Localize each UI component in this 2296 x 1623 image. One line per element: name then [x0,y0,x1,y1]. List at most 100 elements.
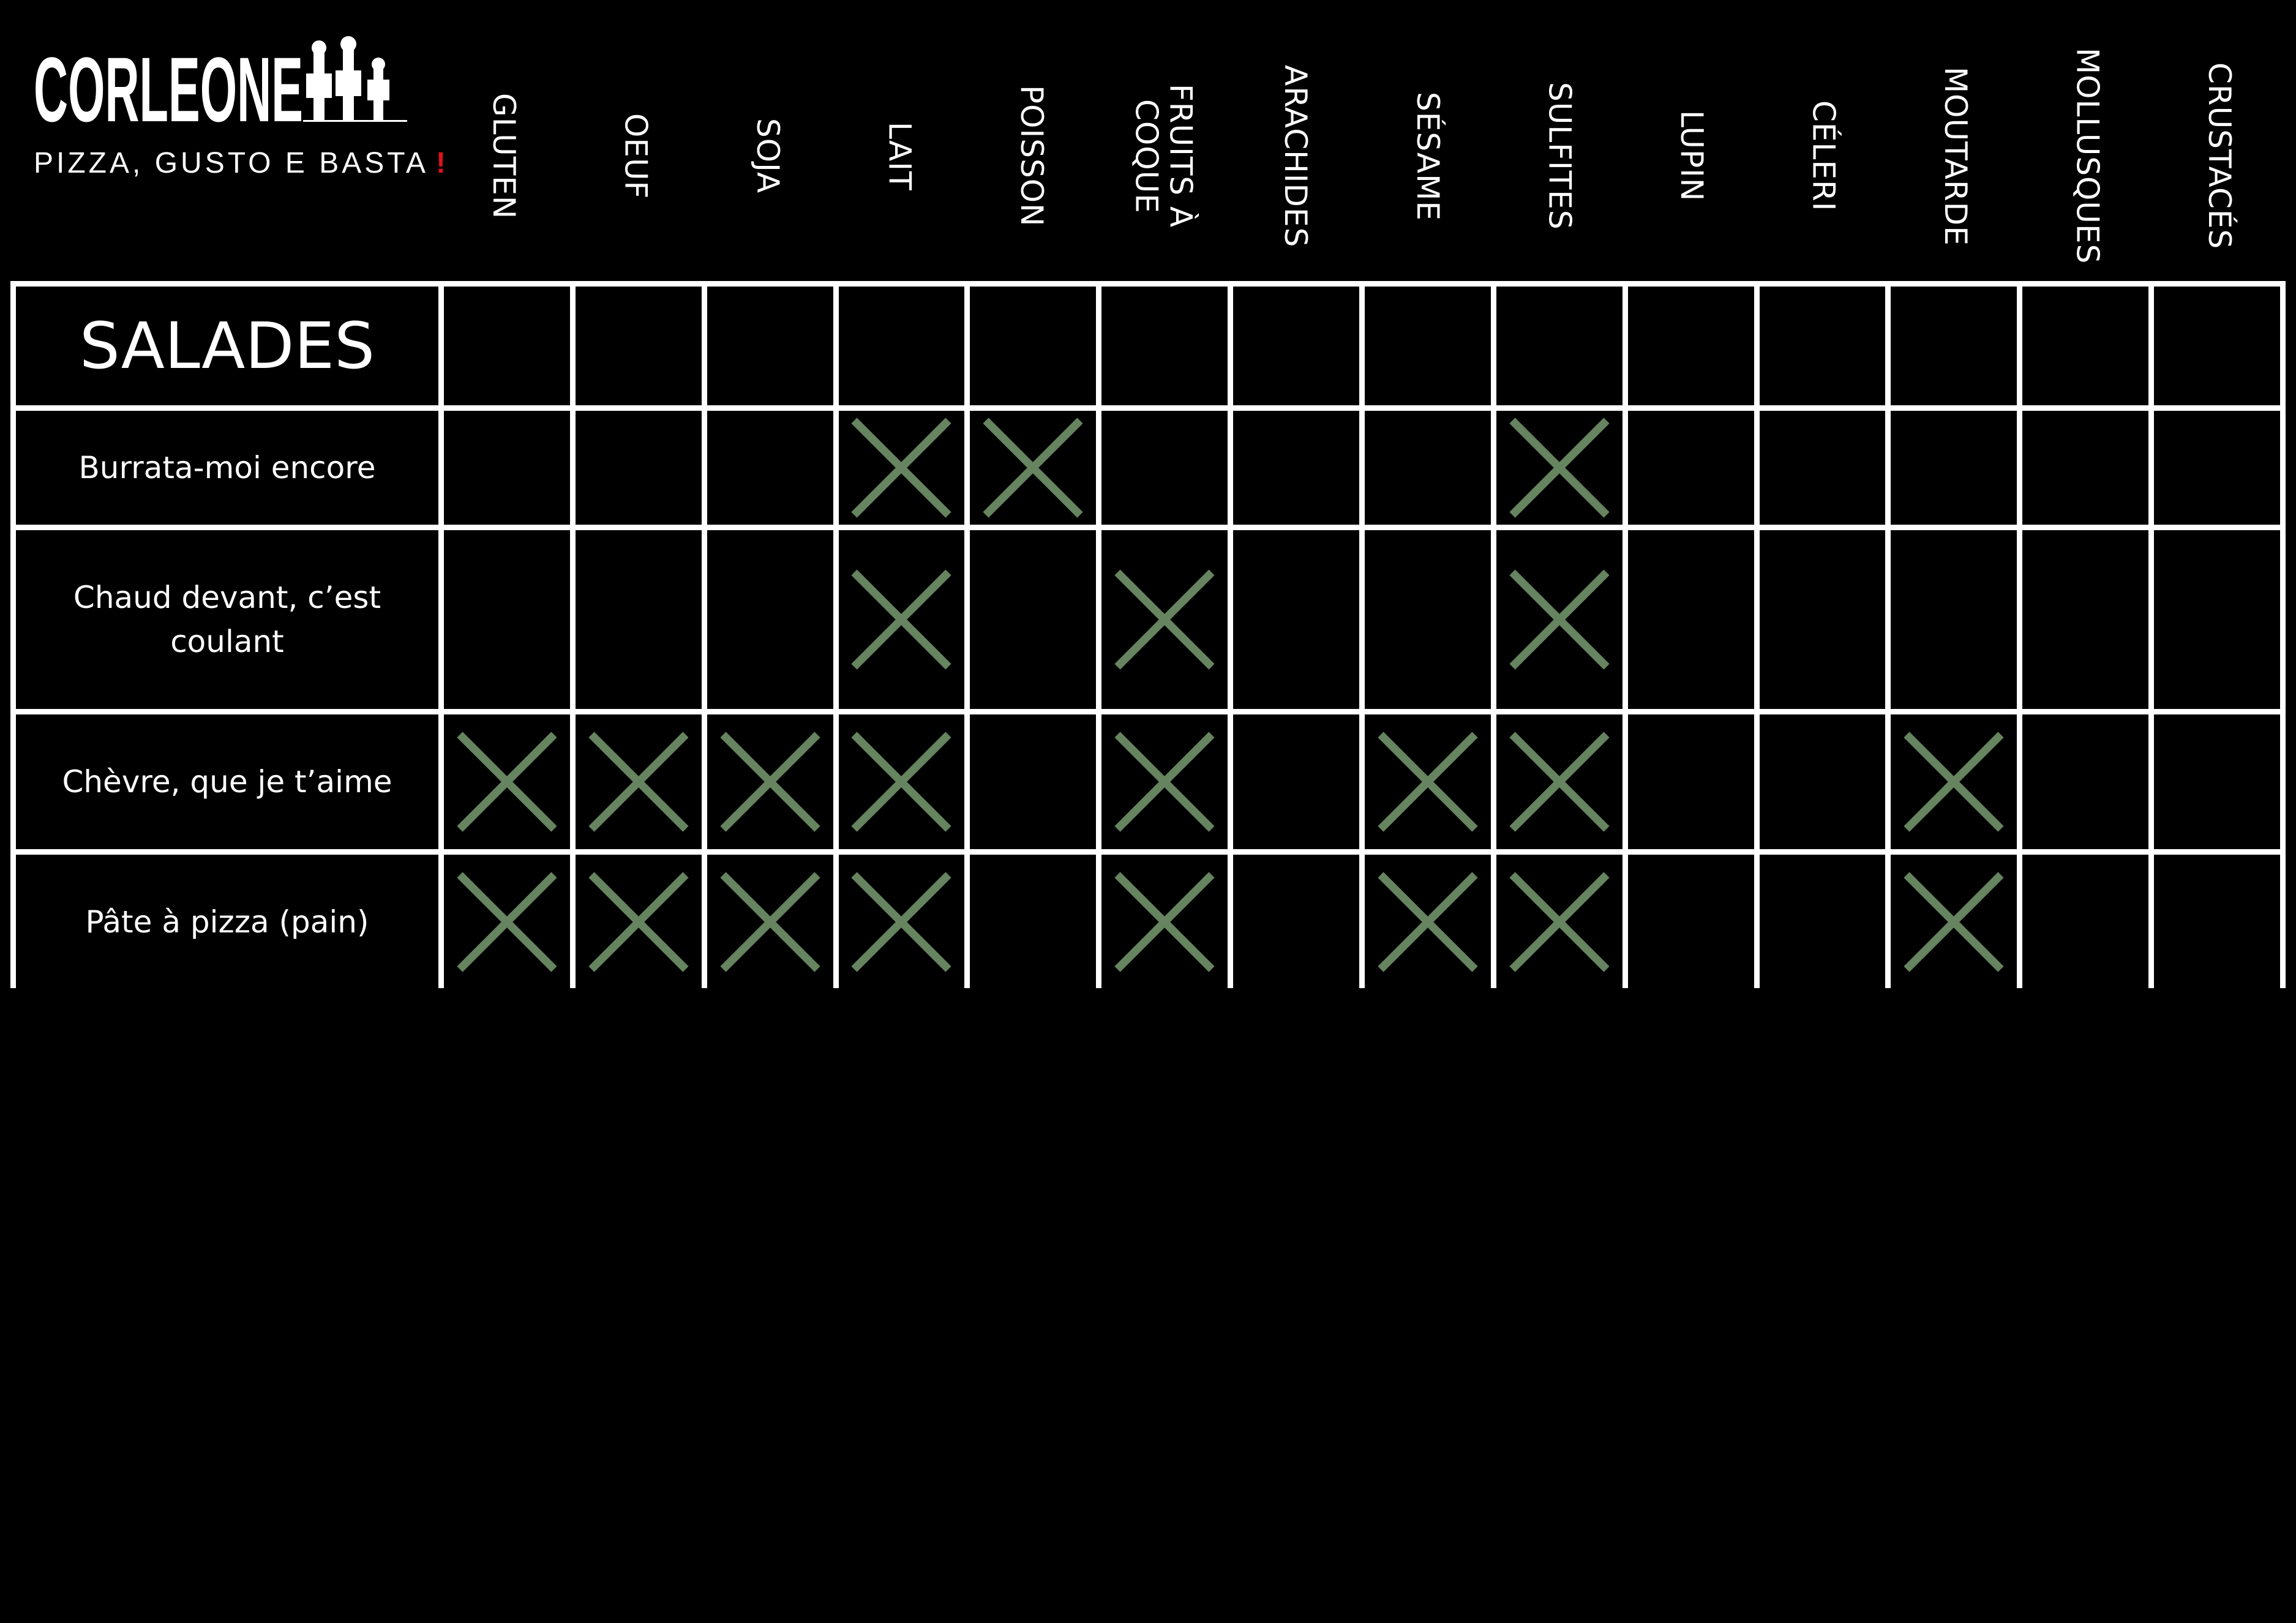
column-header-label: GLUTEN [486,92,522,220]
allergen-cell [1891,714,2017,849]
column-header-label: LUPIN [1673,110,1709,202]
allergen-cell [575,855,702,989]
cross-mark-icon [1509,418,1610,518]
dish-name: Burrata-moi encore [78,450,376,485]
allergen-cell [1759,855,1886,989]
cross-mark-icon [588,872,689,972]
empty-cell [2154,287,2280,405]
corleone-logo: CORLEONE PIZZA, GUSTO E BASTA ! [31,31,459,184]
cross-mark-icon [1114,872,1215,972]
cross-mark-icon [1509,569,1610,670]
cross-mark-icon [1114,732,1215,832]
cross-mark-icon [588,732,689,832]
column-header: GLUTEN [438,37,570,275]
column-header: LAIT [834,37,966,275]
empty-cell [1891,287,2017,405]
allergen-cell [707,714,833,849]
column-header-label: CRUSTACÉS [2202,62,2238,250]
allergen-cell [970,411,1097,525]
cross-mark-icon [1378,732,1478,832]
allergen-cell [1101,530,1228,709]
allergen-cell [1233,411,1359,525]
allergen-cell [2154,714,2280,849]
column-header: POISSON [966,37,1098,275]
allergen-cell [707,411,833,525]
column-header: FRUITS À COQUE [1098,37,1230,275]
column-header: CRUSTACÉS [2153,37,2286,275]
allergen-cell [838,411,965,525]
column-header-label: OEUF [618,113,654,200]
allergen-cell [1365,855,1491,989]
cross-mark-icon [851,732,952,832]
empty-cell [1759,287,1886,405]
allergen-cell [1627,855,1754,989]
cross-mark-icon [1904,872,2004,972]
allergen-cell [1233,855,1359,989]
allergen-cell [1496,714,1623,849]
allergen-cell [1365,530,1491,709]
allergen-cell [707,530,833,709]
cross-mark-icon [1378,872,1478,972]
cross-mark-icon [1509,732,1610,832]
dish-name-cell: Chèvre, que je t’aime [16,714,438,849]
allergen-cell [2154,855,2280,989]
empty-cell [1627,287,1754,405]
allergen-cell [838,855,965,989]
dish-name: Chaud devant, c’est coulant [73,580,381,659]
empty-cell [970,287,1097,405]
allergen-cell [2022,714,2149,849]
column-header-label: POISSON [1014,85,1050,227]
section-title-cell: SALADES [16,287,438,405]
allergen-cell [575,411,702,525]
dish-name: Pâte à pizza (pain) [85,904,369,940]
cross-mark-icon [1509,872,1610,972]
column-header-label: MOLLUSQUES [2069,48,2106,264]
cross-mark-icon [457,732,557,832]
allergen-cell [444,530,570,709]
column-header: CÉLERI [1758,37,1890,275]
column-header-label: SOJA [749,118,786,194]
allergen-cell [970,855,1097,989]
svg-text:CORLEONE: CORLEONE [34,38,303,141]
column-header-label: SÉSAME [1409,91,1446,221]
cross-mark-icon [1114,569,1215,670]
column-header-label: MOUTARDE [1938,66,1974,246]
allergen-cell [575,714,702,849]
empty-cell [444,287,570,405]
allergen-cell [444,855,570,989]
allergen-cell [1101,855,1228,989]
mobsters-icon [303,36,407,122]
allergen-cell [1759,714,1886,849]
allergen-cell [838,714,965,849]
column-header: MOLLUSQUES [2022,37,2154,275]
allergen-cell [707,855,833,989]
allergen-cell [1496,530,1623,709]
empty-cell [1101,287,1228,405]
allergen-cell [1365,411,1491,525]
allergen-cell [1365,714,1491,849]
section-title: SALADES [79,309,375,383]
empty-cell [838,287,965,405]
column-header: SOJA [702,37,834,275]
allergen-cell [1233,714,1359,849]
cross-mark-icon [983,418,1083,518]
allergen-cell [1891,530,2017,709]
cross-mark-icon [851,872,952,972]
allergen-cell [1101,714,1228,849]
allergen-headers: GLUTEN OEUF SOJA LAIT POISSON FRUITS À COQUE A… [438,37,2286,275]
allergen-cell [1891,855,2017,989]
empty-cell [707,287,833,405]
allergen-cell [1627,530,1754,709]
column-header: LUPIN [1626,37,1758,275]
allergen-cell [1891,411,2017,525]
allergen-table: SALADES Burrata-moi encore Chaud devant, c… [10,281,2286,989]
tagline: PIZZA, GUSTO E BASTA [34,147,426,179]
column-header: ARACHIDES [1229,37,1362,275]
svg-text:!: ! [436,147,446,179]
allergen-cell [1496,855,1623,989]
column-header: MOUTARDE [1889,37,2022,275]
allergen-cell [575,530,702,709]
allergen-cell [970,714,1097,849]
cross-mark-icon [851,418,952,518]
allergen-cell [1627,714,1754,849]
